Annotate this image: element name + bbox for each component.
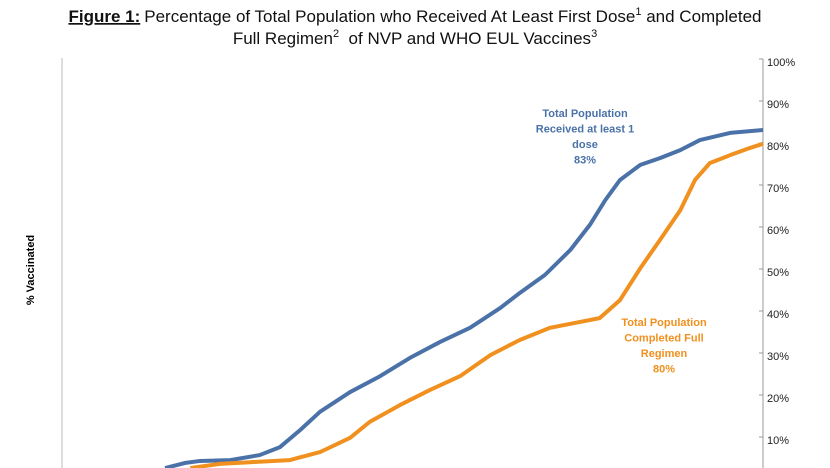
annotation: Regimen (641, 348, 688, 360)
title-text: of NVP and WHO EUL Vaccines (339, 29, 591, 48)
figure-label: Figure 1: (68, 7, 140, 26)
annotation: Completed Full (624, 332, 703, 344)
y-tick-label: 60% (767, 225, 789, 237)
annotation: Received at least 1 (536, 123, 634, 135)
y-tick-label: 10% (767, 435, 789, 447)
data-line (190, 141, 764, 468)
annotation: dose (572, 139, 598, 151)
y-tick-label: 50% (767, 267, 789, 279)
annotation: 80% (653, 363, 675, 375)
title-sup: 2 (333, 28, 339, 40)
title-line-1: Figure 1: Percentage of Total Population … (68, 6, 761, 26)
title-text: and Completed (641, 7, 761, 26)
data-line (164, 127, 764, 468)
y-tick-label: 70% (767, 183, 789, 195)
y-axis-label: % Vaccinated (25, 235, 37, 305)
annotation: Total Population (621, 317, 707, 329)
annotation: Total Population (542, 108, 628, 120)
title-text: Percentage of Total Population who Recei… (144, 7, 635, 26)
y-tick-label: 30% (767, 351, 789, 363)
title-sup: 3 (591, 28, 597, 40)
title-sup: 1 (635, 6, 641, 18)
y-tick-label: 20% (767, 393, 789, 405)
title-line-2: Full Regimen2 of NVP and WHO EUL Vaccine… (233, 28, 597, 48)
y-tick-label: 90% (767, 99, 789, 111)
title-text: Full Regimen (233, 29, 333, 48)
y-tick-label: 100% (767, 57, 795, 69)
y-tick-label: 40% (767, 309, 789, 321)
y-tick-label: 80% (767, 141, 789, 153)
annotation: 83% (574, 154, 596, 166)
